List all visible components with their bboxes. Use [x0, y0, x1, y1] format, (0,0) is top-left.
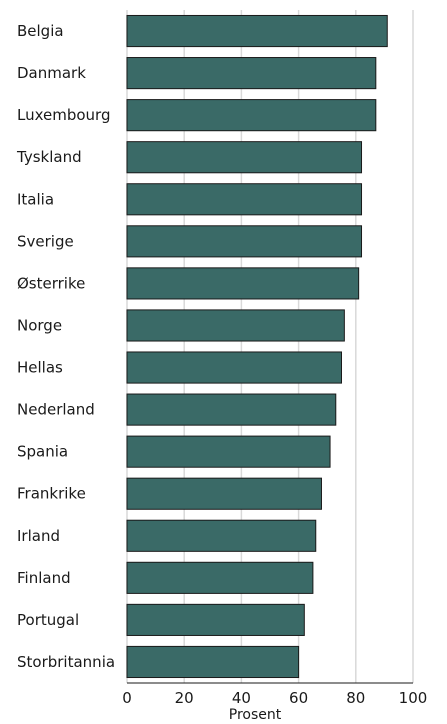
x-tick-label: 100: [399, 689, 428, 707]
bar: [126, 477, 322, 510]
bar: [126, 14, 388, 48]
category-label: Storbritannia: [17, 653, 115, 671]
bar: [126, 519, 317, 552]
bar: [126, 309, 345, 342]
category-label: Sverige: [17, 232, 74, 250]
bar: [126, 57, 377, 90]
x-tick-label: 80: [346, 689, 365, 707]
bar: [126, 645, 300, 679]
bar: [126, 393, 337, 426]
category-label: Finland: [17, 569, 71, 587]
x-tick-label: 60: [289, 689, 308, 707]
category-label: Hellas: [17, 359, 63, 377]
bar: [126, 603, 305, 636]
category-label: Italia: [17, 190, 54, 208]
category-label: Belgia: [17, 22, 64, 40]
x-tick-label: 20: [175, 689, 194, 707]
category-label: Østerrike: [17, 274, 85, 292]
x-axis-title: Prosent: [229, 707, 282, 723]
bar: [126, 267, 360, 300]
category-label: Tyskland: [16, 148, 82, 166]
category-label: Portugal: [17, 611, 79, 629]
category-labels: Belgia Danmark Luxembourg Tyskland Italia Sve…: [16, 22, 115, 671]
x-tick-label: 0: [122, 689, 132, 707]
x-tick-labels: 0 20 40 60 80 100: [122, 689, 427, 707]
x-tick-label: 40: [232, 689, 251, 707]
category-label: Irland: [17, 527, 60, 545]
bar: [126, 141, 363, 174]
bars: [126, 14, 388, 679]
category-label: Frankrike: [17, 485, 86, 503]
category-label: Norge: [17, 316, 62, 334]
category-label: Luxembourg: [17, 106, 111, 124]
bar: [126, 351, 342, 384]
bar: [126, 435, 331, 468]
bar: [126, 99, 377, 132]
category-label: Danmark: [17, 64, 86, 82]
category-label: Nederland: [17, 401, 95, 419]
category-label: Spania: [17, 443, 68, 461]
bar: [126, 183, 363, 216]
bar: [126, 561, 314, 594]
bar: [126, 225, 363, 258]
